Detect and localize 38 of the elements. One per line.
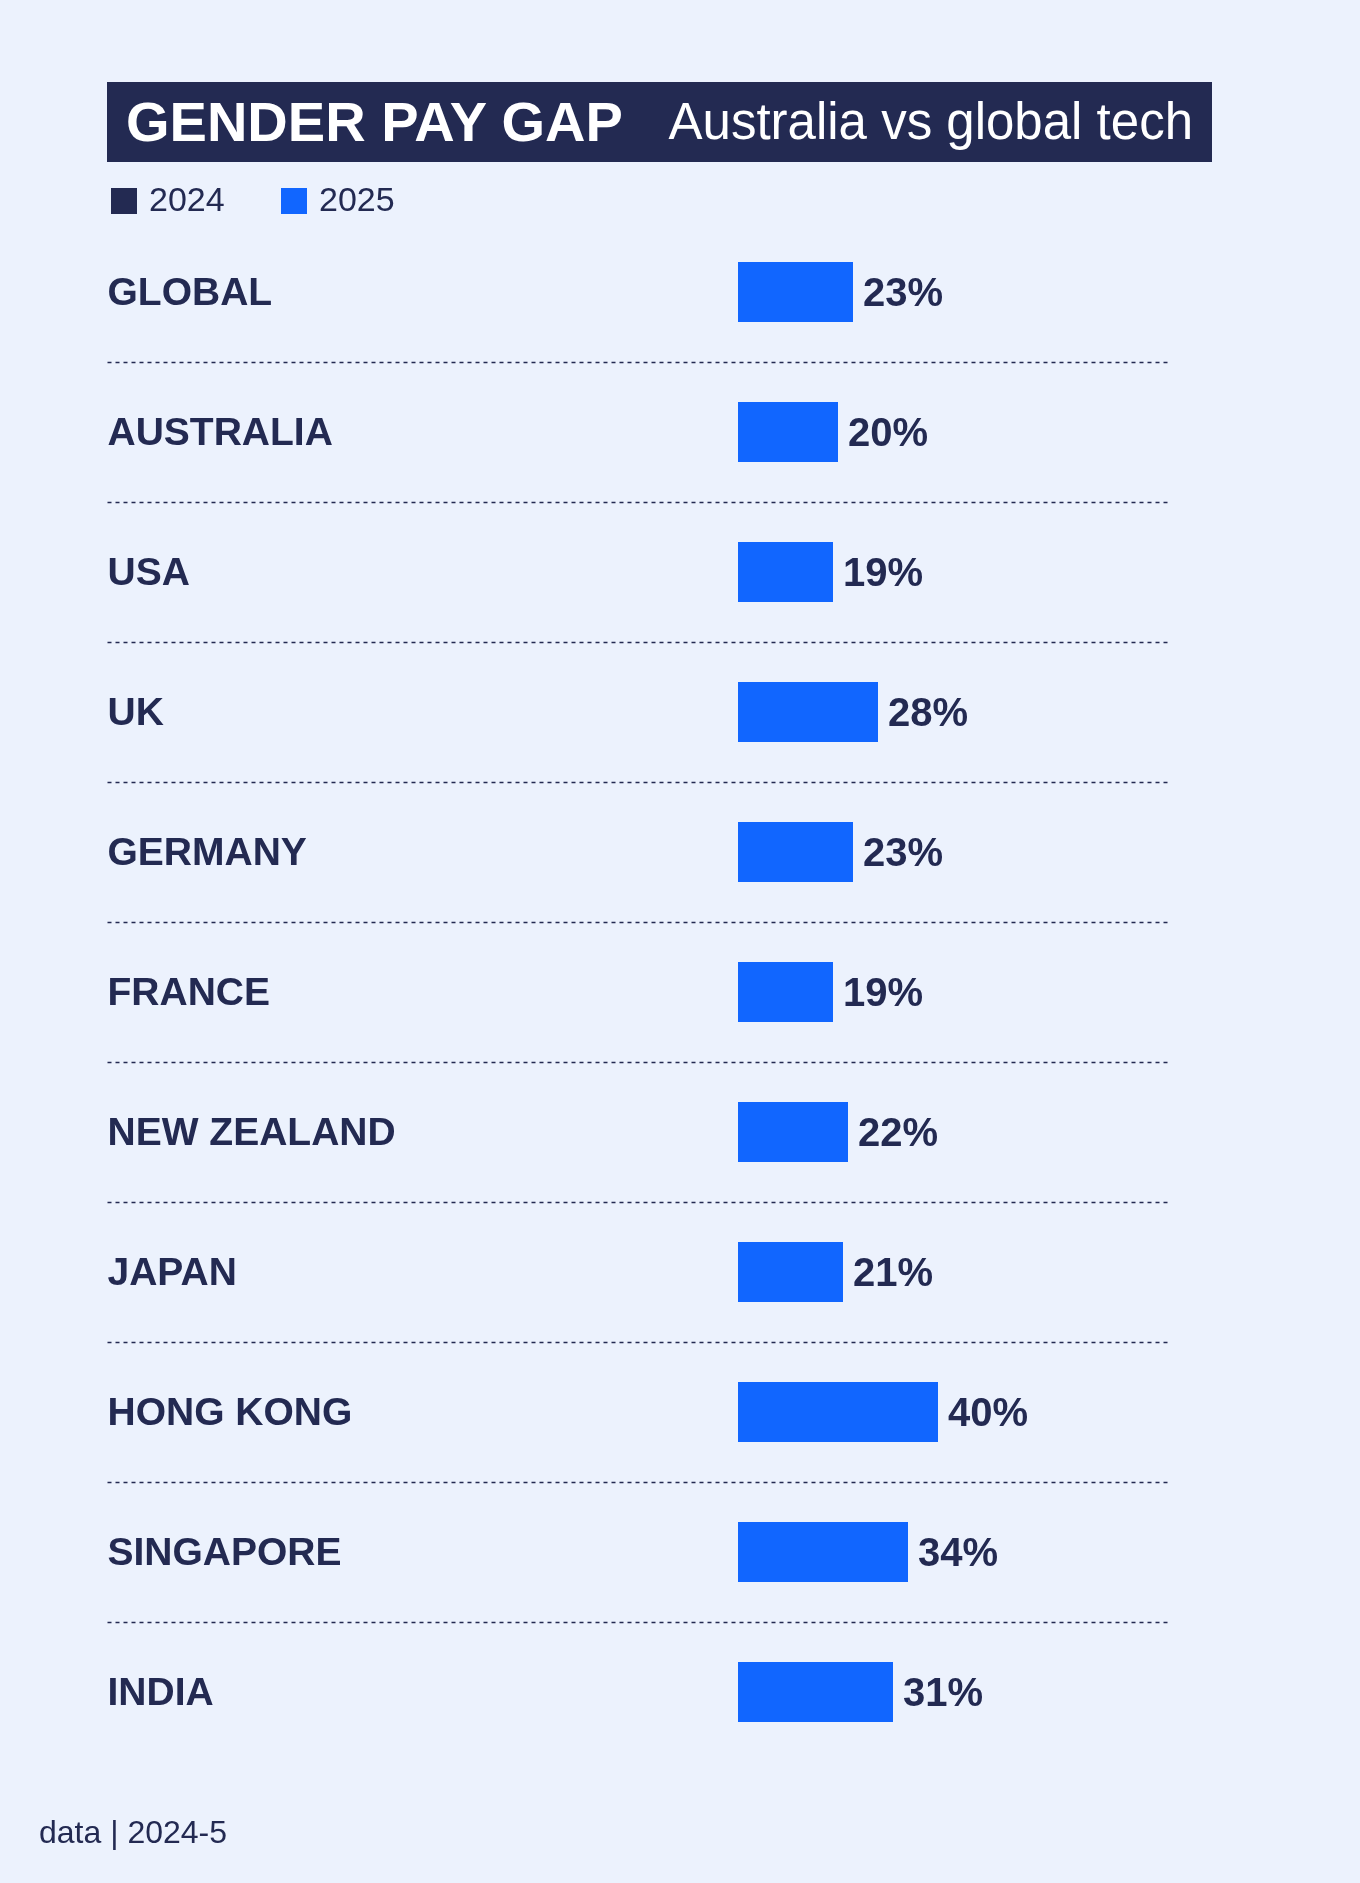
bar <box>738 542 833 602</box>
bar <box>738 822 853 882</box>
data-label: 19% <box>843 550 924 594</box>
data-label: 20% <box>848 410 929 454</box>
y-tick-label: GLOBAL <box>107 269 273 313</box>
bar <box>738 1242 843 1302</box>
y-tick-label: INDIA <box>107 1669 214 1713</box>
y-tick-label: UK <box>107 689 164 733</box>
data-label: 34% <box>918 1530 999 1574</box>
y-tick-label: GERMANY <box>107 829 307 873</box>
chart-title: GENDER PAY GAP <box>126 90 623 153</box>
data-label: 23% <box>863 270 944 314</box>
data-label: 40% <box>948 1390 1029 1434</box>
bar <box>738 262 853 322</box>
bar <box>738 682 878 742</box>
data-label: 31% <box>903 1670 984 1714</box>
legend-label: 2024 <box>149 180 225 218</box>
y-tick-label: JAPAN <box>107 1249 237 1293</box>
legend-label: 2025 <box>319 180 395 218</box>
bar <box>738 402 838 462</box>
data-label: 21% <box>853 1250 934 1294</box>
y-tick-label: AUSTRALIA <box>107 409 333 453</box>
bar <box>738 1662 893 1722</box>
y-tick-label: USA <box>107 549 190 593</box>
y-tick-label: HONG KONG <box>107 1389 353 1433</box>
y-tick-label: FRANCE <box>107 969 270 1013</box>
chart-subtitle: Australia vs global tech <box>668 93 1193 150</box>
data-label: 22% <box>858 1110 939 1154</box>
data-label: 23% <box>863 830 944 874</box>
bar <box>738 1382 938 1442</box>
data-label: 28% <box>888 690 969 734</box>
bar <box>738 962 833 1022</box>
bar <box>738 1522 908 1582</box>
text: data | 2024-5 <box>39 1814 228 1850</box>
y-tick-label: SINGAPORE <box>107 1529 342 1573</box>
data-label: 19% <box>843 970 924 1014</box>
bar <box>738 1102 848 1162</box>
y-tick-label: NEW ZEALAND <box>107 1109 396 1153</box>
